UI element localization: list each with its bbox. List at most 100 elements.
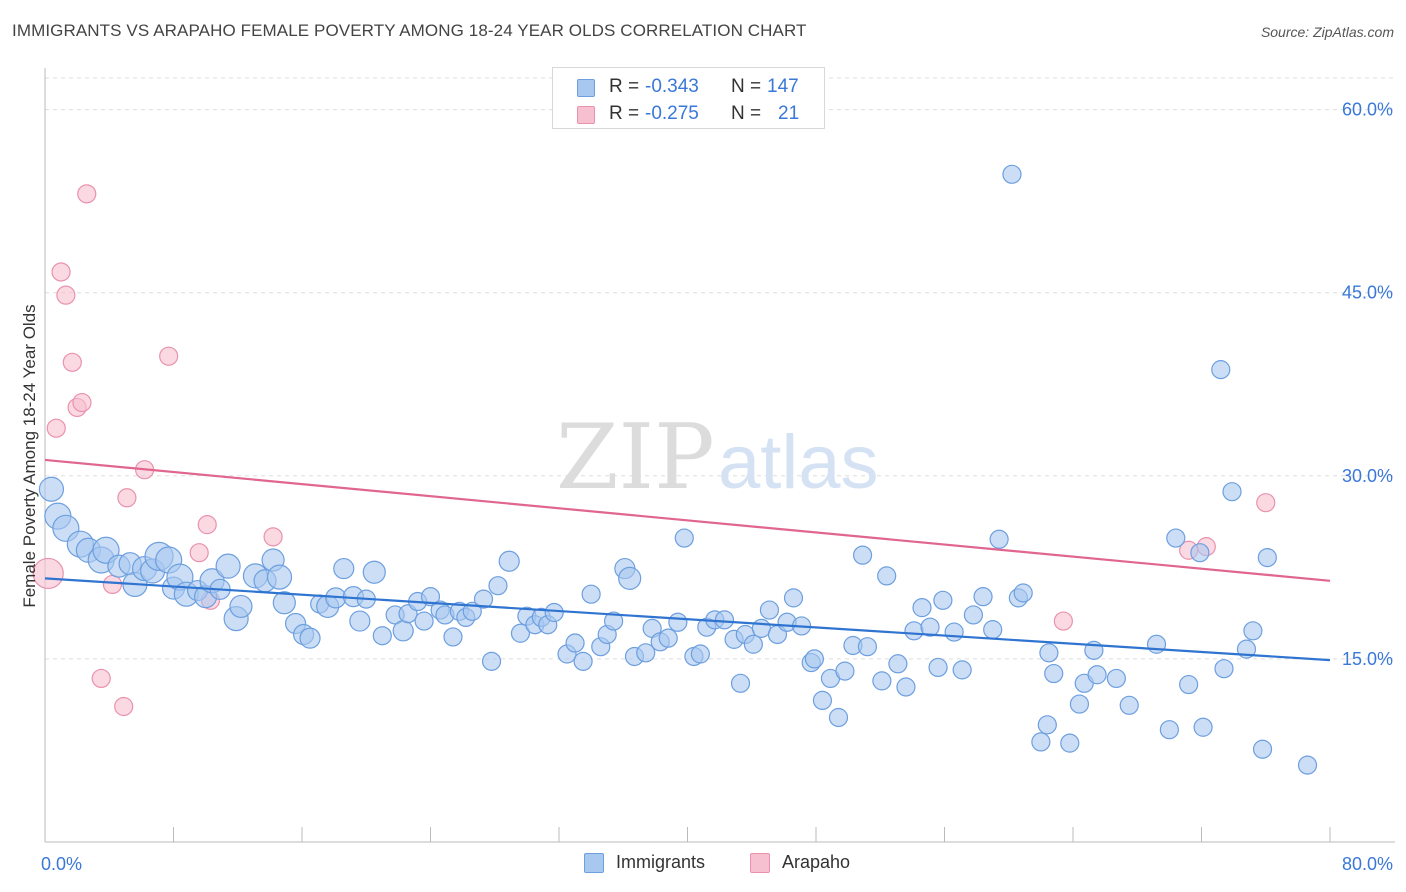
bottom-legend-swatch-immigrants (584, 853, 604, 873)
immigrants-point (888, 654, 908, 674)
watermark-atlas: atlas (718, 420, 879, 505)
arapaho-point (91, 668, 111, 689)
immigrants-point (1044, 663, 1064, 684)
immigrants-point (690, 644, 710, 664)
immigrants-point (1069, 694, 1090, 714)
arapaho-trend-line (44, 458, 1331, 582)
immigrants-point (963, 605, 984, 625)
immigrants-point (852, 545, 873, 565)
immigrants-point (714, 610, 735, 630)
immigrants-point (349, 610, 371, 632)
immigrants-point (730, 673, 751, 693)
y-tick-labels: 15.0% 30.0% 45.0% 60.0% (1342, 100, 1393, 669)
immigrants-point (812, 690, 833, 711)
immigrants-point (658, 628, 678, 648)
legend-n-value: 21 (778, 103, 800, 124)
arapaho-point (263, 527, 283, 547)
arapaho-point (56, 285, 76, 305)
immigrants-point (1039, 643, 1059, 663)
immigrants-point (872, 671, 892, 691)
immigrants-point (759, 600, 780, 620)
immigrants-point (498, 550, 520, 572)
arapaho-point (117, 488, 137, 508)
arapaho-point (1256, 493, 1276, 513)
immigrants-point (333, 557, 355, 580)
immigrants-point (1119, 695, 1139, 715)
arapaho-point (189, 543, 209, 563)
immigrants-point (544, 602, 564, 623)
bottom-legend-swatch-arapaho (750, 853, 770, 873)
immigrants-point (481, 651, 502, 671)
y-tick-label: 30.0% (1342, 466, 1393, 486)
x-tick-label: 80.0% (1342, 854, 1393, 874)
immigrants-point (1297, 755, 1318, 775)
immigrants-point (1037, 715, 1057, 735)
immigrants-point (1179, 674, 1199, 695)
watermark: ZIP atlas (556, 405, 879, 510)
immigrants-point (443, 627, 463, 647)
immigrants-point (1087, 665, 1107, 685)
immigrants-point (565, 633, 585, 653)
immigrants-point (928, 657, 948, 678)
immigrants-point (912, 598, 932, 618)
arapaho-point (114, 696, 134, 717)
arapaho-point (159, 346, 179, 366)
immigrants-point (604, 611, 624, 631)
axes (44, 68, 1395, 843)
immigrants-point (783, 588, 804, 608)
legend-r-label: R = (609, 103, 640, 124)
source-label: Source: ZipAtlas.com (1260, 24, 1394, 40)
immigrants-point (636, 643, 656, 663)
arapaho-point (62, 352, 82, 372)
bottom-legend-label-arapaho: Arapaho (782, 852, 851, 872)
legend-r-label: R = (609, 76, 640, 97)
immigrants-point (299, 627, 321, 649)
legend-row-arapaho: R = -0.275 N = 21 (553, 100, 824, 128)
immigrants-point (1106, 668, 1126, 689)
immigrants-point (1013, 583, 1033, 603)
immigrants-point (1193, 717, 1213, 737)
chart-title: IMMIGRANTS VS ARAPAHO FEMALE POVERTY AMO… (12, 21, 807, 40)
immigrants-point (414, 611, 434, 631)
immigrants-point (392, 620, 414, 642)
immigrants-point (266, 564, 293, 590)
y-tick-label: 60.0% (1342, 100, 1393, 120)
immigrants-point (362, 560, 386, 584)
immigrants-point (1031, 732, 1051, 752)
immigrants-point (215, 553, 241, 579)
immigrants-point (1257, 547, 1277, 568)
immigrants-point (896, 677, 916, 697)
immigrants-point (1159, 720, 1179, 740)
arapaho-point (32, 557, 64, 590)
immigrants-point (877, 566, 897, 586)
arapaho-point (46, 418, 66, 438)
arapaho-point (197, 515, 217, 535)
arapaho-point (51, 262, 71, 282)
arapaho-point (72, 392, 92, 413)
immigrants-point (920, 617, 940, 637)
legend-swatch-immigrants (577, 79, 595, 97)
immigrants-point (952, 660, 972, 680)
immigrants-point (674, 528, 694, 548)
immigrants-point (618, 566, 642, 590)
arapaho-point (1053, 611, 1073, 631)
immigrants-point (989, 529, 1009, 549)
immigrants-point (372, 626, 392, 646)
immigrants-point (973, 587, 993, 607)
immigrants-point (1190, 543, 1210, 563)
x-tick-labels: 0.0% 80.0% (41, 854, 1393, 874)
watermark-zip: ZIP (556, 405, 715, 510)
immigrants-point (1060, 733, 1080, 753)
immigrants-point (272, 591, 296, 615)
immigrants-point (420, 587, 441, 607)
immigrants-point (573, 651, 593, 671)
immigrants-point (1252, 739, 1273, 759)
arapaho-point (77, 184, 97, 204)
immigrants-point (668, 612, 688, 632)
immigrants-point (743, 634, 763, 654)
immigrants-point (751, 618, 771, 638)
immigrants-point (835, 661, 855, 681)
y-axis-label: Female Poverty Among 18-24 Year Olds (20, 304, 39, 607)
legend-n-label: N = (731, 103, 762, 124)
